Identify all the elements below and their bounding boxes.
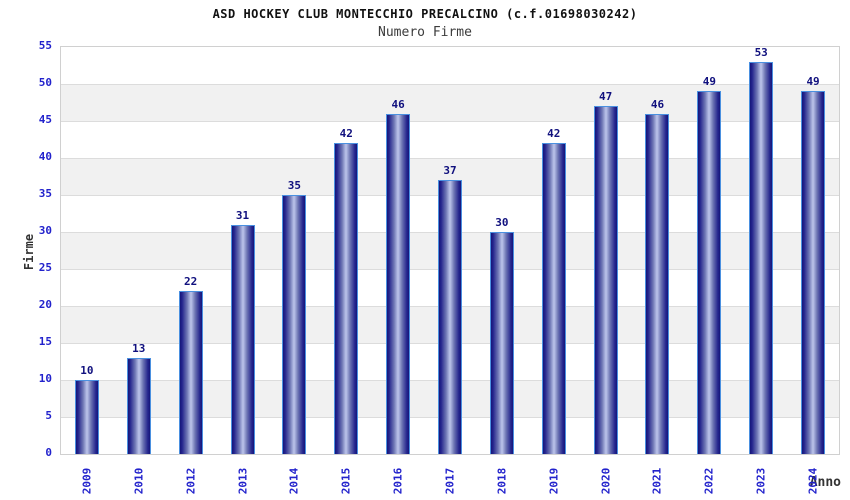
- x-tick-label: 2017: [443, 467, 457, 495]
- bar: [749, 62, 774, 454]
- plot-area: 10 13 22 31 35 42 46 37 30 42 47 46 49 53 49: [60, 46, 840, 455]
- y-tick-label: 30: [38, 224, 52, 237]
- y-tick-label: 10: [38, 372, 52, 385]
- bar-value-label: 53: [754, 46, 768, 59]
- bar: [645, 114, 670, 454]
- y-axis-title: Firme: [22, 233, 36, 271]
- grid-band: [61, 84, 839, 121]
- bar-value-label: 46: [650, 98, 665, 111]
- grid-band: [61, 47, 839, 84]
- x-axis-title: Anno: [809, 475, 841, 490]
- bar-value-label: 49: [806, 75, 820, 88]
- bar-value-label: 37: [443, 164, 457, 177]
- bar-value-label: 42: [339, 127, 353, 140]
- x-tick-label: 2009: [80, 467, 94, 495]
- bar: [697, 91, 722, 454]
- bar-value-label: 35: [287, 179, 302, 192]
- y-axis: 0 5 10 15 20 25 30 35 40 45 50 55: [0, 39, 52, 459]
- x-tick-label: 2016: [391, 467, 405, 495]
- grid-band: [61, 121, 839, 158]
- y-tick-label: 40: [38, 150, 52, 163]
- bar: [230, 225, 255, 454]
- bar: [74, 380, 99, 454]
- bar-value-label: 10: [80, 364, 94, 377]
- bar: [541, 143, 566, 454]
- bar: [593, 106, 618, 454]
- y-tick-label: 45: [38, 113, 52, 126]
- bar-value-label: 22: [184, 275, 198, 288]
- y-tick-label: 15: [38, 335, 52, 348]
- bar: [126, 358, 151, 454]
- bar-value-label: 42: [547, 127, 561, 140]
- bar-value-label: 47: [598, 90, 613, 103]
- x-tick-label: 2018: [495, 467, 509, 495]
- y-tick-label: 20: [38, 298, 52, 311]
- chart-subtitle: Numero Firme: [378, 25, 472, 40]
- bar-value-label: 13: [132, 342, 146, 355]
- x-tick-label: 2021: [650, 467, 664, 495]
- x-tick-label: 2024: [806, 467, 820, 495]
- gridline: [61, 84, 839, 85]
- y-tick-label: 0: [45, 446, 52, 459]
- x-tick-label: 2020: [599, 467, 613, 495]
- bar: [438, 180, 462, 454]
- bar: [489, 232, 514, 454]
- bar-value-label: 49: [702, 75, 716, 88]
- y-tick-label: 55: [38, 39, 52, 52]
- bar-value-label: 46: [391, 98, 405, 111]
- gridline: [61, 158, 839, 159]
- x-tick-label: 2014: [287, 467, 301, 495]
- x-tick-label: 2023: [754, 467, 768, 495]
- bar: [801, 91, 826, 454]
- x-tick-label: 2012: [184, 467, 198, 495]
- x-tick-label: 2019: [547, 467, 561, 495]
- chart-title: ASD HOCKEY CLUB MONTECCHIO PRECALCINO (c…: [212, 7, 638, 21]
- bar-value-label: 31: [235, 209, 250, 222]
- y-tick-label: 25: [38, 261, 52, 274]
- bar: [282, 195, 307, 454]
- x-tick-label: 2015: [339, 467, 353, 495]
- bar: [386, 114, 411, 454]
- x-tick-label: 2013: [236, 467, 250, 495]
- bar: [334, 143, 359, 454]
- y-tick-label: 35: [38, 187, 52, 200]
- x-tick-label: 2010: [132, 467, 146, 495]
- x-tick-label: 2022: [702, 467, 716, 495]
- y-tick-label: 50: [38, 76, 52, 89]
- gridline: [61, 121, 839, 122]
- y-tick-label: 5: [45, 409, 52, 422]
- bar: [178, 291, 203, 454]
- bar-value-label: 30: [495, 216, 509, 229]
